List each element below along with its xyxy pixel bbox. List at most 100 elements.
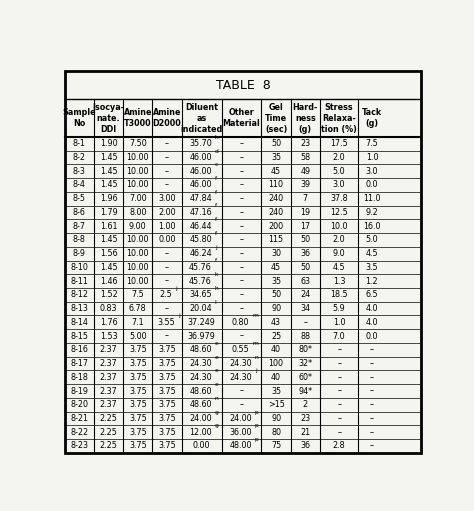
Text: –: –: [165, 304, 169, 313]
Text: 18.5: 18.5: [330, 290, 348, 299]
Text: 2.37: 2.37: [100, 359, 118, 368]
Text: 8.00: 8.00: [129, 208, 146, 217]
Text: 80*: 80*: [298, 345, 312, 354]
Text: 3.00: 3.00: [158, 194, 176, 203]
Text: 7.50: 7.50: [129, 139, 146, 148]
Text: –: –: [165, 263, 169, 272]
Text: 4.5: 4.5: [333, 263, 346, 272]
Text: 75: 75: [271, 442, 281, 451]
Text: 48.00: 48.00: [229, 442, 252, 451]
Text: 45.80: 45.80: [189, 236, 212, 244]
Text: 2.37: 2.37: [100, 400, 118, 409]
Text: c: c: [215, 162, 218, 167]
Text: Hard-
ness
(g): Hard- ness (g): [292, 103, 318, 134]
Text: 240: 240: [268, 208, 283, 217]
Text: 23: 23: [300, 414, 310, 423]
Text: 1.3: 1.3: [333, 276, 346, 286]
Text: Sample
No: Sample No: [63, 108, 96, 128]
Text: 7.5: 7.5: [365, 139, 378, 148]
Text: Diluent
as
indicated: Diluent as indicated: [181, 103, 223, 134]
Text: 58: 58: [300, 153, 310, 162]
Text: f: f: [215, 217, 217, 222]
Text: 8-8: 8-8: [73, 236, 86, 244]
Text: 4.0: 4.0: [365, 304, 378, 313]
Text: 45.76: 45.76: [189, 276, 212, 286]
Text: 3.75: 3.75: [129, 386, 146, 396]
Text: 45.76: 45.76: [189, 263, 212, 272]
Text: 8-18: 8-18: [71, 373, 88, 382]
Text: 5.00: 5.00: [129, 332, 146, 340]
Text: 10.00: 10.00: [127, 180, 149, 190]
Text: –: –: [370, 414, 374, 423]
Text: 48.60: 48.60: [189, 386, 212, 396]
Text: 1.45: 1.45: [100, 236, 118, 244]
Text: 40: 40: [271, 345, 281, 354]
Text: 3.75: 3.75: [158, 400, 176, 409]
Text: 0.00: 0.00: [158, 236, 176, 244]
Text: 8-1: 8-1: [73, 139, 86, 148]
Text: Isocya-
nate.
DDI: Isocya- nate. DDI: [92, 103, 125, 134]
Text: d: d: [215, 149, 219, 153]
Text: 3.75: 3.75: [129, 373, 146, 382]
Text: 2.37: 2.37: [100, 373, 118, 382]
Text: –: –: [239, 180, 244, 190]
Text: 3.75: 3.75: [129, 359, 146, 368]
Text: 60*: 60*: [298, 373, 312, 382]
Text: –: –: [165, 167, 169, 176]
Text: 200: 200: [268, 222, 283, 230]
Text: –: –: [370, 386, 374, 396]
Text: j: j: [175, 286, 177, 291]
Text: 2.5: 2.5: [160, 290, 173, 299]
Text: 1.76: 1.76: [100, 318, 118, 327]
Text: Amine
T3000: Amine T3000: [124, 108, 152, 128]
Text: 3.75: 3.75: [158, 414, 176, 423]
Text: 24.30: 24.30: [229, 359, 252, 368]
Text: 50: 50: [300, 263, 310, 272]
Text: f: f: [215, 190, 217, 195]
Text: f: f: [215, 176, 217, 181]
Text: 35: 35: [271, 386, 281, 396]
Text: 94*: 94*: [298, 386, 312, 396]
Text: 9.2: 9.2: [365, 208, 378, 217]
Text: 1.0: 1.0: [333, 318, 346, 327]
Text: 35: 35: [271, 276, 281, 286]
Text: 80: 80: [271, 428, 281, 437]
Text: 1.61: 1.61: [100, 222, 118, 230]
Text: 1.90: 1.90: [100, 139, 118, 148]
Text: 32*: 32*: [298, 359, 312, 368]
Text: 47.84: 47.84: [189, 194, 212, 203]
Text: 8-10: 8-10: [71, 263, 88, 272]
Text: 36: 36: [301, 442, 310, 451]
Text: e: e: [215, 368, 219, 374]
Text: –: –: [165, 332, 169, 340]
Text: 50: 50: [271, 139, 281, 148]
Text: –: –: [239, 208, 244, 217]
Text: –: –: [239, 304, 244, 313]
Text: 1.45: 1.45: [100, 180, 118, 190]
Text: 10.00: 10.00: [127, 236, 149, 244]
Text: 3.75: 3.75: [129, 428, 146, 437]
Text: l: l: [215, 299, 217, 305]
Text: 1.45: 1.45: [100, 153, 118, 162]
Text: 8-5: 8-5: [73, 194, 86, 203]
Text: 25: 25: [271, 332, 281, 340]
Text: 49: 49: [300, 167, 310, 176]
Text: 0.80: 0.80: [232, 318, 249, 327]
Text: 10.0: 10.0: [330, 222, 348, 230]
Text: 46.00: 46.00: [189, 167, 212, 176]
Text: 1.45: 1.45: [100, 167, 118, 176]
Text: 40: 40: [271, 373, 281, 382]
Text: 17: 17: [300, 222, 310, 230]
Text: 1.52: 1.52: [100, 290, 118, 299]
Text: 36.979: 36.979: [188, 332, 216, 340]
Text: 8-21: 8-21: [70, 414, 88, 423]
Text: –: –: [370, 442, 374, 451]
Text: >15: >15: [268, 400, 284, 409]
Text: 8-3: 8-3: [73, 167, 86, 176]
Text: 5.9: 5.9: [333, 304, 346, 313]
Text: Tack
(g): Tack (g): [362, 108, 382, 128]
Text: –: –: [239, 194, 244, 203]
Text: 88: 88: [301, 332, 310, 340]
Text: 3.75: 3.75: [158, 359, 176, 368]
Text: 1.2: 1.2: [365, 276, 378, 286]
